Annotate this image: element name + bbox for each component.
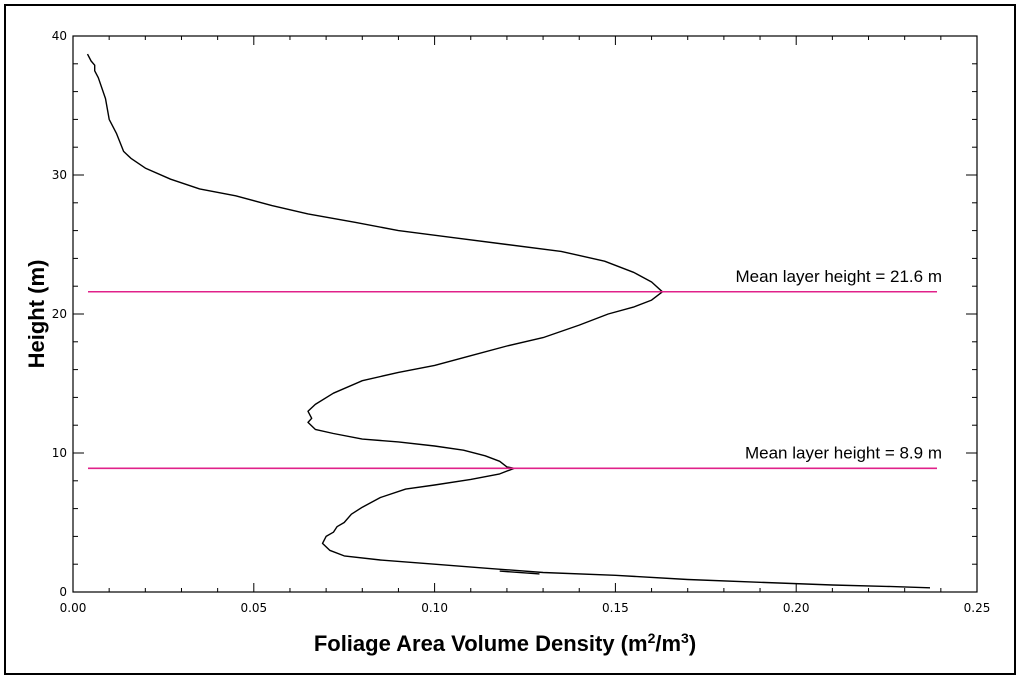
x-axis-title-part: ): [689, 631, 696, 656]
y-tick-label: 20: [52, 307, 67, 321]
series-layer: [86, 53, 931, 589]
y-tick-label: 0: [59, 585, 67, 599]
x-axis-title-part: /m: [655, 631, 681, 656]
series-line: [499, 570, 540, 575]
figure-frame: [4, 4, 1016, 675]
y-tick-label: 40: [52, 29, 67, 43]
plot-area-border: [72, 35, 978, 593]
axis-ticks: 0.00 0.05 0.10 0.15 0.20 0.25 0 10 20 30 40: [52, 29, 991, 615]
x-tick-label: 0.15: [602, 601, 629, 615]
x-tick-label: 0.05: [240, 601, 267, 615]
x-tick-label: 0.00: [60, 601, 87, 615]
y-tick-label: 30: [52, 168, 67, 182]
x-axis-title: Foliage Area Volume Density (m2/m3): [314, 630, 696, 656]
x-axis-title-superscript: 3: [681, 630, 689, 646]
series-line: [86, 53, 931, 589]
x-tick-label: 0.25: [964, 601, 991, 615]
y-tick-label: 10: [52, 446, 67, 460]
x-axis-title-part: Foliage Area Volume Density (m: [314, 631, 648, 656]
mean-layer-height-label: Mean layer height = 8.9 m: [745, 443, 942, 462]
x-tick-label: 0.10: [421, 601, 448, 615]
mean-layer-height-label: Mean layer height = 21.6 m: [736, 267, 942, 286]
reference-lines: Mean layer height = 21.6 m Mean layer hei…: [88, 267, 942, 470]
x-tick-label: 0.20: [783, 601, 810, 615]
y-axis-title: Height (m): [24, 260, 49, 369]
x-axis-title-superscript: 2: [648, 630, 656, 646]
